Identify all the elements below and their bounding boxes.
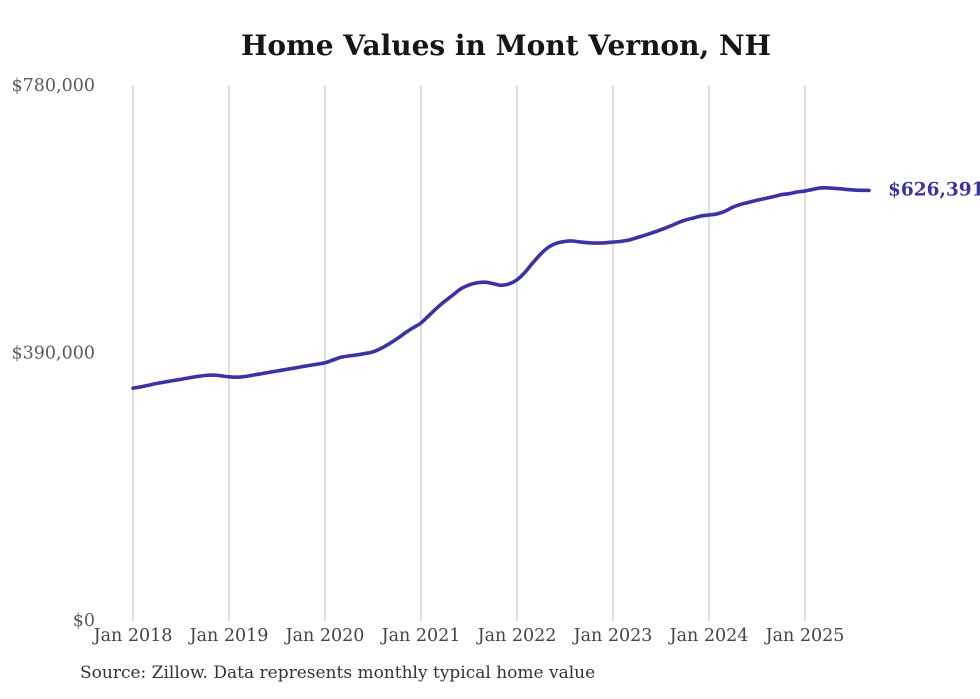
- x-tick-label: Jan 2019: [188, 626, 269, 646]
- value-line: [131, 185, 871, 390]
- x-tick-label: Jan 2023: [572, 626, 653, 646]
- x-tick-label: Jan 2021: [380, 626, 461, 646]
- x-tick-label: Jan 2024: [668, 626, 749, 646]
- source-note: Source: Zillow. Data represents monthly …: [80, 663, 596, 683]
- x-tick-label: Jan 2020: [284, 626, 365, 646]
- x-tick-label: Jan 2018: [92, 626, 173, 646]
- y-tick-label: $0: [73, 611, 95, 631]
- chart-title: Home Values in Mont Vernon, NH: [240, 29, 772, 62]
- y-tick-label: $390,000: [11, 344, 95, 364]
- y-tick-label: $780,000: [11, 76, 95, 96]
- end-value-label: $626,391: [888, 179, 980, 200]
- x-tick-label: Jan 2022: [476, 626, 557, 646]
- x-tick-label: Jan 2025: [764, 626, 845, 646]
